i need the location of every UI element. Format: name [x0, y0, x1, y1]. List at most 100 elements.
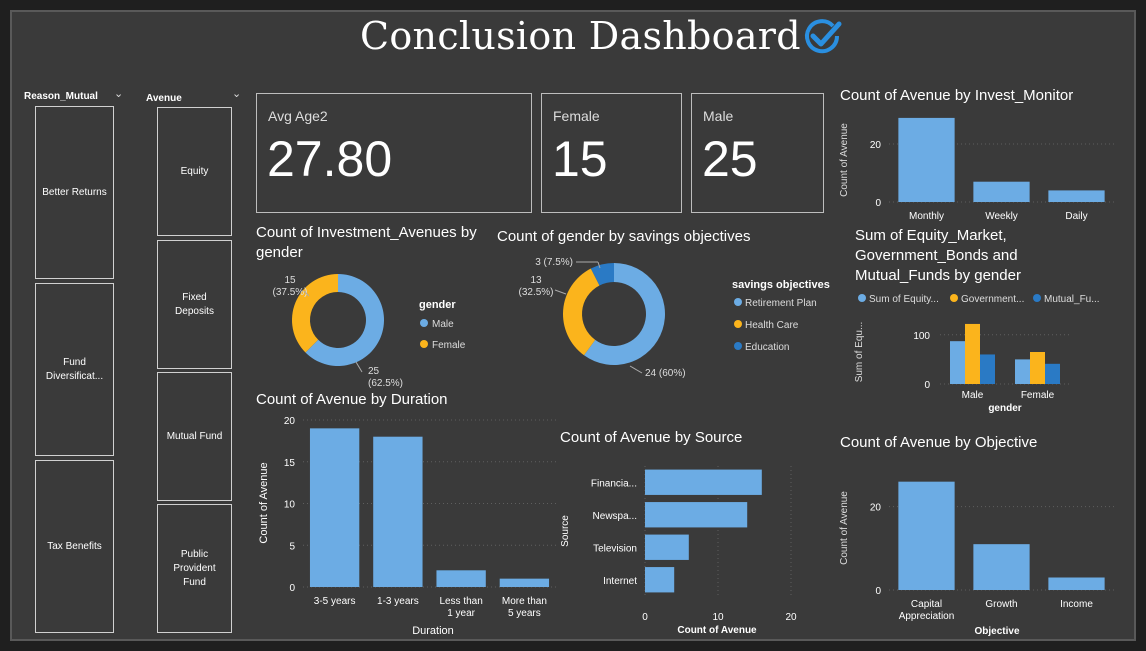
- card-value: 27.80: [267, 131, 393, 187]
- card-label: Avg Age2: [268, 108, 328, 124]
- legend-title: savings objectives: [732, 279, 830, 291]
- data-label: 25 (62.5%): [368, 366, 403, 389]
- bar: [1015, 359, 1030, 384]
- slicer-avenue-header: Avenue: [146, 93, 182, 104]
- legend-label: Female: [432, 340, 466, 351]
- slicer-item-fixed-deposits[interactable]: Fixed Deposits: [157, 240, 232, 369]
- bar: [1045, 363, 1060, 384]
- bar: [965, 323, 980, 384]
- card-value: 15: [552, 131, 608, 187]
- y-axis-title: Sum of Equ...: [854, 322, 865, 383]
- x-axis-title: Objective: [974, 626, 1019, 637]
- y-tick-label: 20: [284, 416, 296, 427]
- legend-swatch: [950, 294, 958, 302]
- legend-swatch: [734, 320, 742, 328]
- legend-label: Government...: [961, 294, 1024, 305]
- y-tick-label: 100: [913, 331, 930, 342]
- x-tick-label: 10: [712, 612, 724, 623]
- data-label: 3 (7.5%): [535, 257, 573, 268]
- bar: [499, 578, 550, 587]
- y-axis-title: Count of Avenue: [839, 123, 850, 197]
- legend-label: Male: [432, 319, 454, 330]
- legend-swatch: [420, 319, 428, 327]
- y-axis-title: Count of Avenue: [839, 491, 850, 565]
- y-axis-title: Count of Avenue: [258, 462, 270, 543]
- y-tick-label: 0: [289, 583, 295, 594]
- legend-swatch: [1033, 294, 1041, 302]
- x-tick-label: 3-5 years: [314, 596, 356, 607]
- donut-slice: [590, 263, 614, 286]
- y-tick-label: 5: [289, 541, 295, 552]
- card-label: Male: [703, 108, 734, 124]
- bar: [973, 181, 1030, 202]
- data-label: 15 (37.5%): [272, 275, 307, 298]
- x-tick-label: More than 5 years: [502, 596, 547, 619]
- legend-swatch: [734, 342, 742, 350]
- x-tick-label: Male: [962, 390, 984, 401]
- bar: [309, 428, 360, 587]
- chart-title-savings-donut: Count of gender by savings objectives: [497, 228, 751, 245]
- legend-label: Education: [745, 342, 789, 353]
- slicer-item-better-returns[interactable]: Better Returns: [35, 106, 114, 279]
- donut-slice: [584, 263, 665, 365]
- legend-label: Sum of Equity...: [869, 294, 939, 305]
- slicer-item-mutual-fund[interactable]: Mutual Fund: [157, 372, 232, 501]
- legend-swatch: [734, 298, 742, 306]
- slicer-reason-header: Reason_Mutual: [24, 91, 98, 102]
- data-label: 13 (32.5%): [518, 275, 553, 298]
- x-tick-label: Female: [1021, 390, 1055, 401]
- bar: [1048, 190, 1105, 202]
- x-tick-label: 0: [642, 612, 648, 623]
- card-female: Female 15: [541, 93, 682, 213]
- y-tick-label: 10: [284, 500, 296, 511]
- bar: [645, 567, 675, 593]
- y-tick-label: 20: [870, 503, 882, 514]
- chevron-down-icon[interactable]: ⌄: [232, 88, 242, 100]
- x-tick-label: Monthly: [909, 211, 944, 222]
- data-label: 24 (60%): [645, 368, 686, 379]
- leader-line: [355, 361, 363, 373]
- x-tick-label: Weekly: [985, 211, 1018, 222]
- slicer-item-tax-benefits[interactable]: Tax Benefits: [35, 460, 114, 633]
- leader-line: [597, 261, 601, 269]
- bar: [980, 354, 995, 384]
- bar: [973, 544, 1030, 590]
- legend-swatch: [858, 294, 866, 302]
- slicer-item-public-provident-fund[interactable]: Public Provident Fund: [157, 504, 232, 633]
- slicer-item-equity[interactable]: Equity: [157, 107, 232, 236]
- donut-slice: [292, 274, 338, 353]
- x-tick-label: 1-3 years: [377, 596, 419, 607]
- x-axis-title: Count of Avenue: [677, 625, 757, 636]
- x-tick-label: Capital Appreciation: [899, 599, 955, 622]
- y-tick-label: 20: [870, 140, 882, 151]
- y-tick-label: Financia...: [591, 478, 637, 489]
- card-value: 25: [702, 131, 758, 187]
- chart-title-duration: Count of Avenue by Duration: [256, 391, 448, 408]
- bar: [645, 469, 762, 495]
- x-tick-label: Less than 1 year: [439, 596, 482, 619]
- chevron-down-icon[interactable]: ⌄: [114, 88, 124, 100]
- chart-title-source: Count of Avenue by Source: [560, 429, 743, 446]
- y-tick-label: 0: [924, 380, 930, 391]
- legend-label: Retirement Plan: [745, 298, 817, 309]
- slicer-item-fund-diversification[interactable]: Fund Diversificat...: [35, 283, 114, 456]
- leader-line: [303, 290, 310, 297]
- y-tick-label: 15: [284, 458, 296, 469]
- x-tick-label: Income: [1060, 599, 1093, 610]
- y-tick-label: Television: [593, 543, 637, 554]
- leader-line: [554, 289, 567, 295]
- bar: [436, 570, 486, 587]
- donut-slice: [563, 268, 600, 356]
- bar: [645, 534, 689, 560]
- donut-slice: [305, 274, 385, 367]
- card-male: Male 25: [691, 93, 824, 213]
- y-tick-label: Newspa...: [593, 511, 637, 522]
- card-label: Female: [553, 108, 600, 124]
- leader-line: [629, 365, 643, 374]
- y-tick-label: 0: [875, 198, 881, 209]
- x-tick-label: Growth: [985, 599, 1017, 610]
- bar: [1048, 577, 1105, 590]
- bar: [898, 481, 955, 590]
- chart-title-invest-monitor: Count of Avenue by Invest_Monitor: [840, 87, 1074, 104]
